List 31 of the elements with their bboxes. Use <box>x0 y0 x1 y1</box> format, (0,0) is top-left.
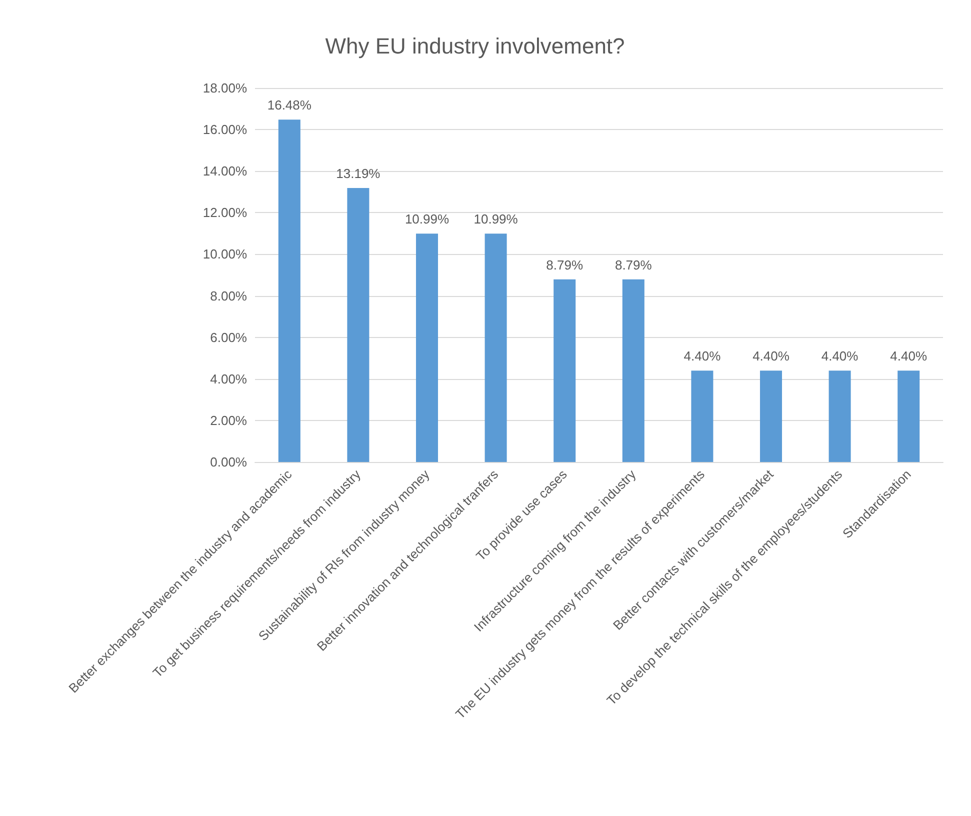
y-tick-label: 0.00% <box>210 454 248 470</box>
y-tick-label: 6.00% <box>210 330 248 345</box>
bar <box>760 370 782 462</box>
y-tick-label: 8.00% <box>210 288 248 304</box>
y-tick-label: 18.00% <box>202 80 248 96</box>
bar <box>691 370 714 462</box>
bar <box>416 234 438 462</box>
bar <box>278 120 300 462</box>
bar <box>828 370 851 462</box>
data-label: 8.79% <box>614 257 652 272</box>
data-label: 16.48% <box>267 98 312 113</box>
data-label: 10.99% <box>474 212 518 227</box>
y-tick-label: 4.00% <box>210 371 248 386</box>
data-label: 8.79% <box>546 257 584 272</box>
data-label: 4.40% <box>752 348 790 364</box>
y-tick-label: 10.00% <box>202 246 248 262</box>
bar <box>484 234 507 462</box>
y-tick-label: 16.00% <box>202 122 248 138</box>
data-label: 10.99% <box>404 212 450 227</box>
y-tick-label: 12.00% <box>202 205 248 220</box>
y-tick-label: 2.00% <box>210 412 248 428</box>
bar <box>347 188 370 462</box>
data-label: 4.40% <box>684 348 722 364</box>
data-label: 4.40% <box>821 348 859 364</box>
bar <box>554 279 576 462</box>
y-tick-label: 14.00% <box>202 164 248 179</box>
chart-title: Why EU industry involvement? <box>325 34 625 58</box>
bar <box>898 370 920 462</box>
data-label: 4.40% <box>890 348 928 364</box>
data-label: 13.19% <box>336 166 381 181</box>
bar <box>622 279 644 462</box>
